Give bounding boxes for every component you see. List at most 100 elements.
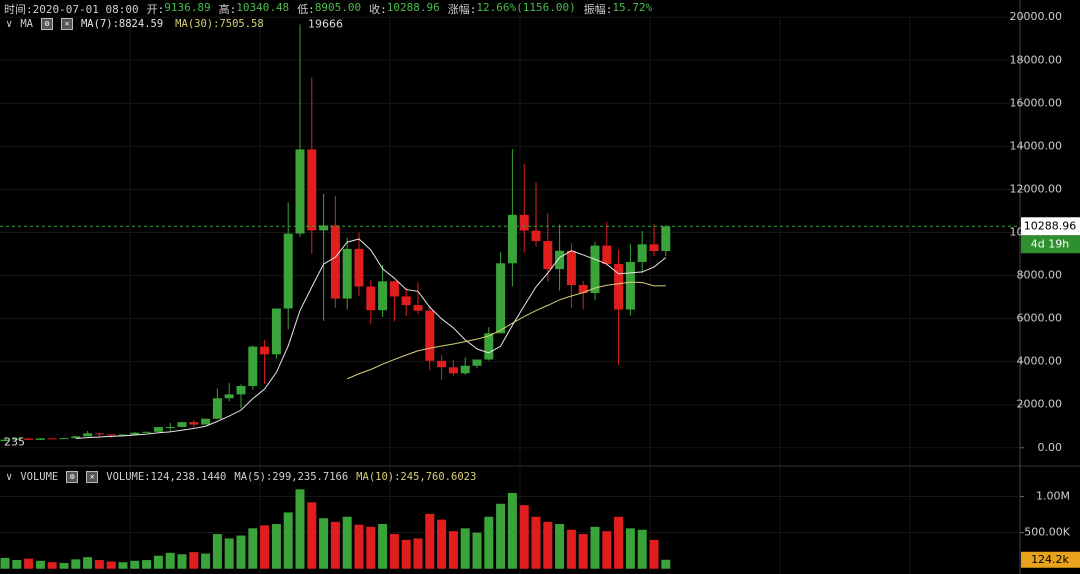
price-legend: ∨ MA ⚙ ✕ MA(7):8824.59 MA(30):7505.58 xyxy=(6,18,264,30)
y-tick-label: 12000.00 xyxy=(1010,182,1063,195)
countdown-box xyxy=(1021,235,1080,254)
y-tick-label: 500.00K xyxy=(1024,526,1070,539)
candle-body xyxy=(378,281,388,311)
collapse[interactable]: ∨ xyxy=(6,471,13,483)
amplitude-label: 振幅: xyxy=(583,3,613,16)
candle-body xyxy=(212,398,222,419)
candle-body xyxy=(472,359,482,366)
close: 10288.96 xyxy=(386,1,440,14)
volume-bar xyxy=(319,518,329,569)
settings-button[interactable]: ⚙ xyxy=(66,471,79,483)
candle-body xyxy=(460,365,470,374)
volume-bar xyxy=(531,516,541,569)
volume-bar xyxy=(578,534,588,569)
volume-bar xyxy=(118,562,128,569)
volume-bar xyxy=(401,539,411,569)
candle-body xyxy=(448,367,458,374)
candle-body xyxy=(625,261,635,310)
y-tick-label: 18000.00 xyxy=(1010,53,1063,66)
volume-bar xyxy=(602,531,612,569)
time: 时间:2020-07-01 08:00 xyxy=(4,3,139,16)
volume-bar xyxy=(236,535,246,569)
volume-bar xyxy=(271,523,281,569)
volume-bar xyxy=(189,552,199,569)
volume-bar xyxy=(142,560,152,569)
volume-bar xyxy=(614,516,624,569)
volume-bar xyxy=(212,534,222,569)
volume-value: VOLUME:124,238.1440 xyxy=(106,471,227,483)
legend-entry: MA(30):7505.58 xyxy=(175,18,264,30)
y-tick-label: 1.00M xyxy=(1036,490,1070,503)
candle-body xyxy=(271,308,281,355)
y-tick-label: 4000.00 xyxy=(1017,355,1063,368)
candle-body xyxy=(437,360,447,368)
volume-bar xyxy=(201,553,211,569)
volume-bar xyxy=(460,528,470,569)
candle-body xyxy=(543,241,553,270)
candle-body xyxy=(142,431,152,433)
candle-body xyxy=(94,433,104,435)
settings-button[interactable]: ⚙ xyxy=(40,18,53,30)
candle-body xyxy=(260,346,270,355)
candle-body xyxy=(354,248,364,287)
legend-entry: MA(7):8824.59 xyxy=(80,18,164,30)
candle-body xyxy=(590,245,600,293)
y-tick-label: 20000.00 xyxy=(1010,10,1063,23)
y-tick-label: 14000.00 xyxy=(1010,139,1063,152)
close-button[interactable]: ✕ xyxy=(86,471,99,483)
volume-bar xyxy=(295,489,305,569)
candle-body xyxy=(531,230,541,242)
volume-bar xyxy=(496,503,506,569)
candle-body xyxy=(177,422,187,428)
legend-title: MA xyxy=(20,18,33,30)
last-price-box xyxy=(1021,217,1080,236)
candle-body xyxy=(401,296,411,306)
candle-body xyxy=(12,438,22,440)
change-label: 涨幅: xyxy=(447,3,477,16)
volume-legend: ∨ VOLUME ⚙ ✕ VOLUME:124,238.1440 MA(5):29… xyxy=(6,471,476,483)
volume-bar xyxy=(130,560,140,569)
y-tick-label: 8000.00 xyxy=(1017,269,1063,282)
volume-bar xyxy=(47,562,57,569)
y-tick-label: 6000.00 xyxy=(1017,312,1063,325)
candle-body xyxy=(484,333,494,360)
volume-bar xyxy=(555,523,565,569)
volume-bar xyxy=(637,529,647,569)
volume-bar xyxy=(153,555,163,569)
volume-bar xyxy=(366,526,376,569)
change: 12.66%(1156.00) xyxy=(476,1,576,14)
volume-bar xyxy=(543,521,553,569)
candle-body xyxy=(602,245,612,264)
ma-legend: MA(7):8824.59 MA(30):7505.58 xyxy=(81,18,264,30)
candle-body xyxy=(519,214,529,231)
candle-body xyxy=(566,250,576,286)
candle-body xyxy=(24,438,34,440)
last-volume-box xyxy=(1021,551,1080,568)
candle-body xyxy=(83,433,93,437)
y-tick-label: 0.00 xyxy=(1038,441,1063,454)
volume-bar xyxy=(71,559,81,569)
candle-body xyxy=(189,422,199,425)
volume-bar xyxy=(413,538,423,569)
candle-body xyxy=(59,438,69,440)
volume-bar xyxy=(24,558,34,569)
volume-bar xyxy=(625,528,635,569)
volume-bar xyxy=(437,519,447,569)
collapse[interactable]: ∨ xyxy=(6,18,13,30)
close-button[interactable]: ✕ xyxy=(60,18,73,30)
volume-bar xyxy=(59,562,69,569)
volume-bar xyxy=(283,512,293,569)
candle-body xyxy=(106,434,116,436)
volume-bar xyxy=(0,557,10,569)
volume-bar xyxy=(566,529,576,569)
volume-bar xyxy=(590,526,600,569)
candle-body xyxy=(295,149,305,234)
volume-bar xyxy=(649,539,659,569)
close-label: 收: xyxy=(369,3,387,16)
volume-bar xyxy=(507,492,517,569)
high-label: 高: xyxy=(218,3,237,16)
candle-body xyxy=(366,286,376,311)
volume-bar xyxy=(519,505,529,569)
candle-body xyxy=(342,248,352,299)
candle-body xyxy=(35,438,45,440)
